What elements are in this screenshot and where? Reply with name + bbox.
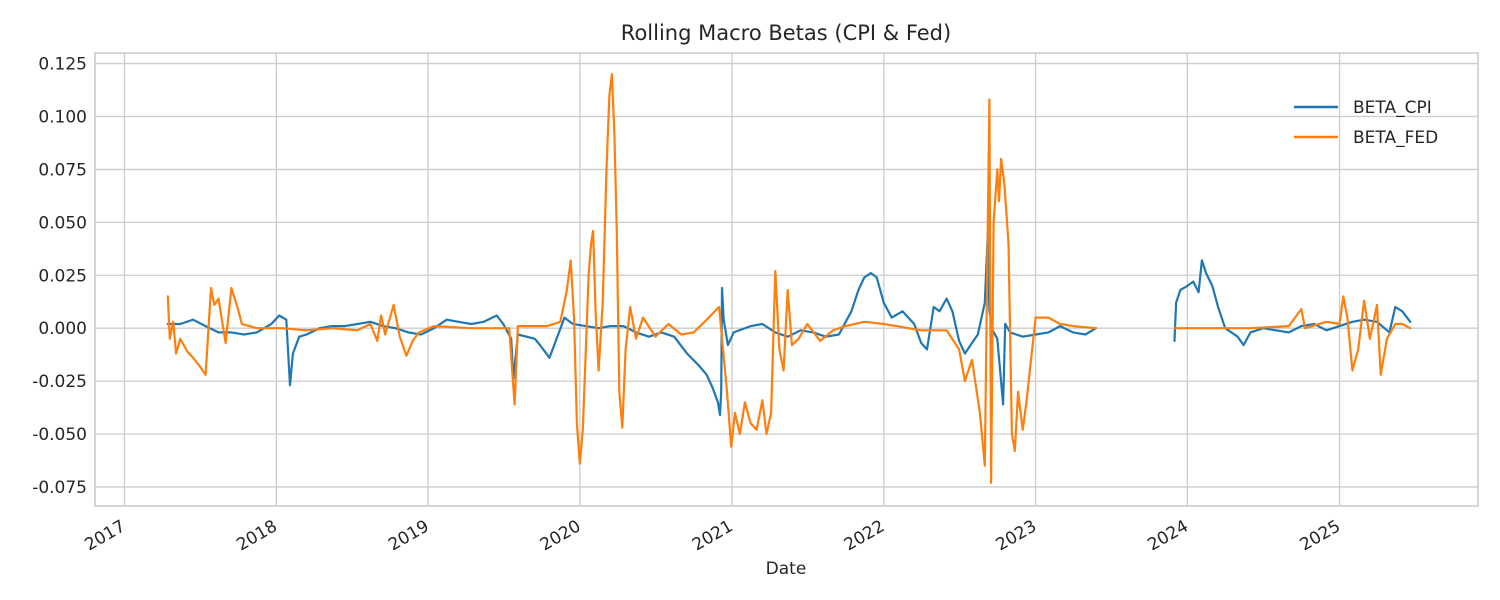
x-tick-label: 2021 <box>689 516 736 555</box>
x-tick-label: 2019 <box>385 516 432 555</box>
y-tick-label: -0.075 <box>32 478 87 498</box>
x-axis-label: Date <box>766 559 807 579</box>
y-tick-label: -0.050 <box>32 425 87 445</box>
series-line-beta-cpi <box>1173 259 1412 347</box>
x-tick-label: 2023 <box>993 516 1040 555</box>
grid <box>95 53 1478 506</box>
series-lines <box>166 73 1412 484</box>
y-tick-label: 0.075 <box>38 160 87 180</box>
y-tick-label: 0.050 <box>38 213 87 233</box>
series-line-beta-fed <box>166 73 1097 484</box>
x-tick-label: 2022 <box>841 516 888 555</box>
legend-label-beta-cpi: BETA_CPI <box>1353 98 1432 118</box>
y-tick-label: 0.100 <box>38 108 87 128</box>
x-tick-label: 2024 <box>1144 516 1191 555</box>
y-tick-label: 0.000 <box>38 319 87 339</box>
y-tick-label: 0.025 <box>38 266 87 286</box>
series-line-beta-cpi <box>166 231 1097 417</box>
x-tick-label: 2018 <box>233 516 280 555</box>
x-axis-ticks: 2017 2018 2019 2020 2021 2022 2023 2024 2025 <box>82 516 1344 555</box>
y-tick-label: -0.025 <box>32 372 87 392</box>
x-tick-label: 2020 <box>537 516 584 555</box>
y-axis-ticks: -0.075 -0.050 -0.025 0.000 0.025 0.050 0.075 0.… <box>32 55 87 498</box>
legend: BETA_CPI BETA_FED <box>1294 98 1438 148</box>
plot-frame <box>94 52 1479 507</box>
chart-title: Rolling Macro Betas (CPI & Fed) <box>621 21 951 45</box>
x-tick-label: 2017 <box>82 516 129 555</box>
x-tick-label: 2025 <box>1297 516 1344 555</box>
legend-label-beta-fed: BETA_FED <box>1353 128 1438 148</box>
series-line-beta-fed <box>1173 295 1412 376</box>
y-tick-label: 0.125 <box>38 55 87 75</box>
